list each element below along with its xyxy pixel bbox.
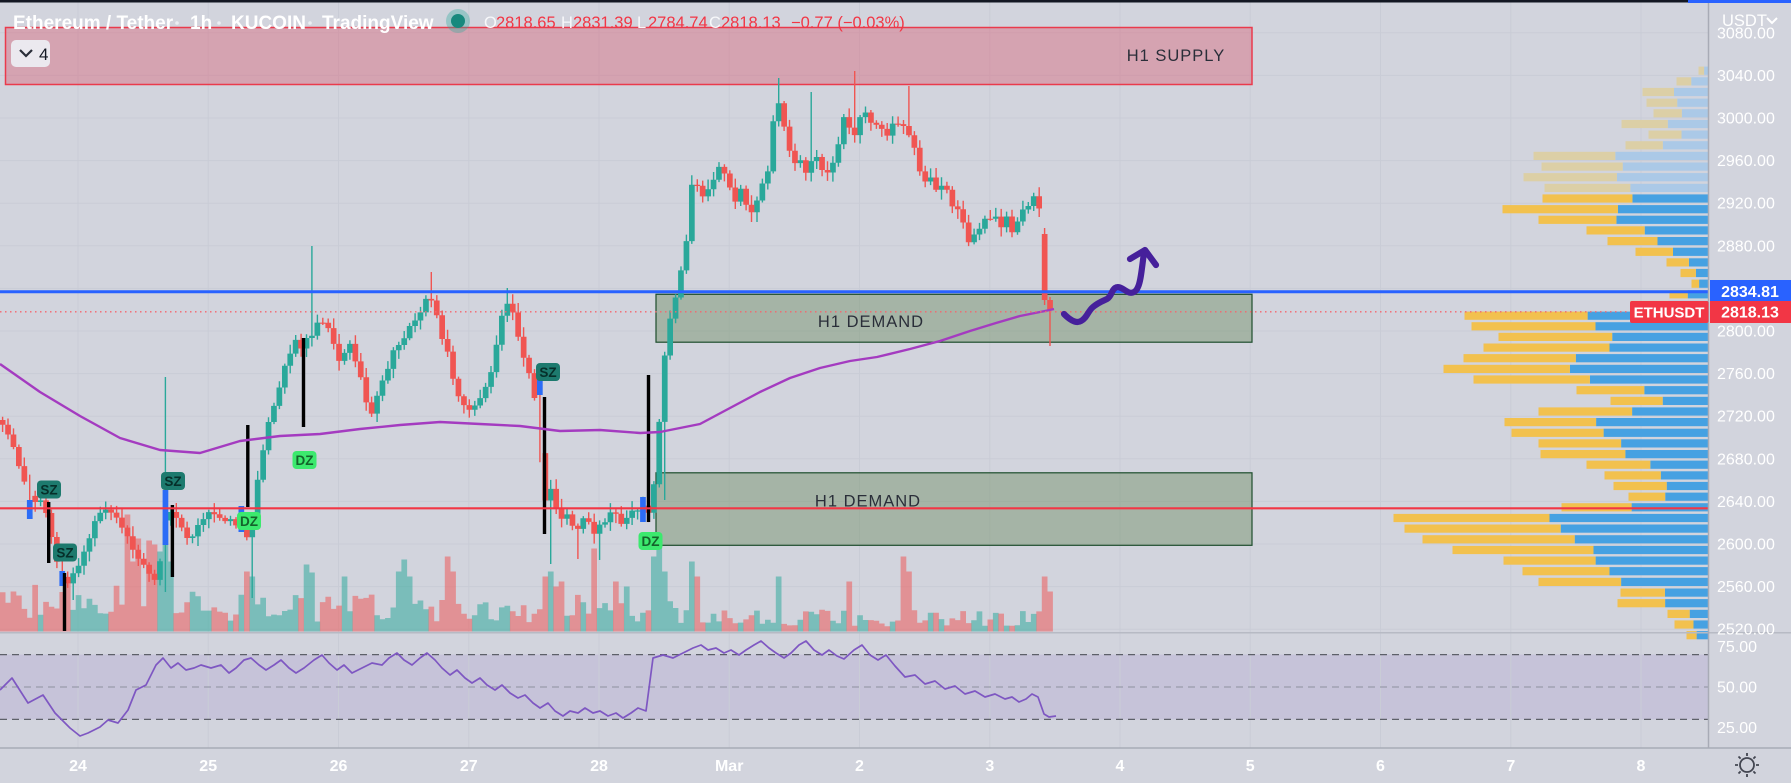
svg-text:DZ: DZ: [296, 453, 314, 468]
svg-text:SZ: SZ: [40, 483, 57, 498]
svg-text:27: 27: [460, 758, 478, 775]
svg-text:2600.00: 2600.00: [1717, 537, 1775, 554]
svg-text:2784.74: 2784.74: [648, 14, 708, 32]
svg-text:2560.00: 2560.00: [1717, 579, 1775, 596]
svg-text:4: 4: [1116, 758, 1125, 775]
svg-text:2880.00: 2880.00: [1717, 238, 1775, 255]
svg-text:2: 2: [855, 758, 864, 775]
svg-text:C: C: [709, 14, 721, 32]
svg-text:SZ: SZ: [539, 365, 556, 380]
svg-text:24: 24: [69, 758, 87, 775]
svg-text:SZ: SZ: [164, 474, 181, 489]
svg-text:2818.13: 2818.13: [721, 14, 781, 32]
svg-text:26: 26: [330, 758, 348, 775]
svg-text:4: 4: [39, 45, 48, 64]
svg-text:3: 3: [985, 758, 994, 775]
svg-text:2818.13: 2818.13: [1721, 305, 1779, 322]
svg-text:2834.81: 2834.81: [1721, 284, 1779, 301]
svg-text:2720.00: 2720.00: [1717, 409, 1775, 426]
svg-text:2640.00: 2640.00: [1717, 494, 1775, 511]
svg-text:2831.39: 2831.39: [573, 14, 633, 32]
svg-text:5: 5: [1246, 758, 1255, 775]
svg-text:KUCOIN: KUCOIN: [231, 13, 306, 34]
svg-text:3000.00: 3000.00: [1717, 111, 1775, 128]
svg-text:H1 DEMAND: H1 DEMAND: [815, 493, 921, 511]
svg-text:O: O: [484, 14, 497, 32]
svg-text:H1 SUPPLY: H1 SUPPLY: [1127, 47, 1226, 65]
svg-text:2960.00: 2960.00: [1717, 153, 1775, 170]
svg-text:ETHUSDT: ETHUSDT: [1634, 305, 1705, 322]
svg-text:L: L: [637, 14, 646, 32]
svg-text:TradingView: TradingView: [322, 13, 434, 34]
svg-text:SZ: SZ: [56, 546, 73, 561]
svg-text:3040.00: 3040.00: [1717, 68, 1775, 85]
svg-text:8: 8: [1637, 758, 1646, 775]
svg-text:1h: 1h: [190, 13, 212, 34]
svg-text:−0.77 (−0.03%): −0.77 (−0.03%): [791, 14, 905, 32]
svg-text:2818.65: 2818.65: [496, 14, 556, 32]
svg-text:75.00: 75.00: [1717, 639, 1757, 656]
svg-text:3080.00: 3080.00: [1717, 25, 1775, 42]
svg-text:2920.00: 2920.00: [1717, 196, 1775, 213]
svg-text:7: 7: [1506, 758, 1515, 775]
svg-text:2760.00: 2760.00: [1717, 366, 1775, 383]
svg-text:USDT: USDT: [1722, 12, 1767, 30]
svg-text:DZ: DZ: [240, 514, 258, 529]
svg-text:Mar: Mar: [715, 758, 743, 775]
svg-text:DZ: DZ: [642, 534, 660, 549]
svg-text:2800.00: 2800.00: [1717, 324, 1775, 341]
svg-text:H1 DEMAND: H1 DEMAND: [818, 313, 924, 331]
svg-text:6: 6: [1376, 758, 1385, 775]
svg-text:25.00: 25.00: [1717, 720, 1757, 737]
svg-text:28: 28: [590, 758, 608, 775]
svg-text:2680.00: 2680.00: [1717, 451, 1775, 468]
svg-text:50.00: 50.00: [1717, 680, 1757, 697]
svg-text:2520.00: 2520.00: [1717, 622, 1775, 639]
svg-text:H: H: [561, 14, 573, 32]
svg-text:Ethereum / Tether: Ethereum / Tether: [13, 13, 174, 34]
svg-text:25: 25: [199, 758, 217, 775]
